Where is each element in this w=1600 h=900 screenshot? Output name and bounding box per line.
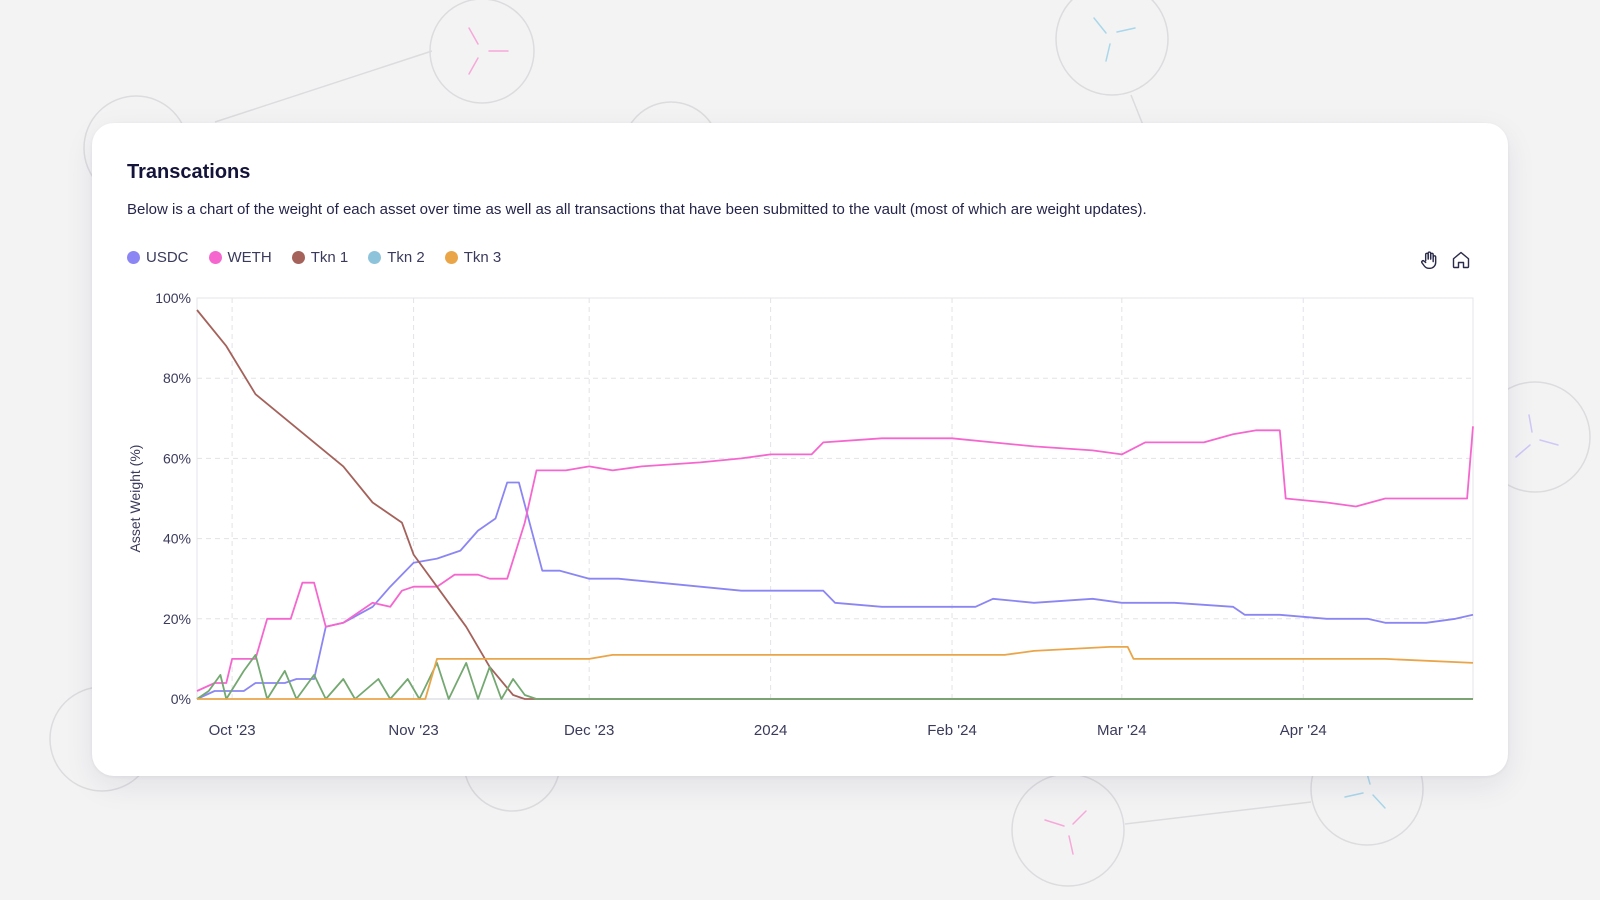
legend-dot-usdc [127, 251, 140, 264]
x-tick-label: Mar '24 [1097, 722, 1147, 739]
card-title: Transcations [127, 161, 251, 183]
series-line-tkn2 [196, 654, 1473, 700]
x-tick-label: Apr '24 [1280, 722, 1327, 739]
series-line-tkn1 [196, 309, 1473, 700]
pan-button[interactable] [1416, 247, 1442, 273]
legend-label-weth: WETH [227, 249, 272, 266]
legend-label-tkn1: Tkn 1 [310, 249, 349, 266]
y-tick-label: 0% [171, 691, 191, 707]
reset-zoom-button[interactable] [1448, 247, 1474, 273]
transactions-card: Transcations Below is a chart of the wei… [92, 123, 1508, 776]
network-link [1124, 801, 1312, 825]
network-link [214, 50, 433, 123]
legend-label-usdc: USDC [146, 249, 189, 266]
legend-label-tkn3: Tkn 3 [463, 249, 502, 266]
legend-dot-weth [208, 251, 222, 264]
series-line-tkn3 [197, 646, 1474, 700]
y-tick-label: 80% [163, 370, 191, 386]
network-node [1055, 0, 1169, 96]
pan-hand-icon [1421, 251, 1437, 270]
y-tick-label: 20% [163, 611, 191, 627]
legend-item-tkn1[interactable]: Tkn 1 [291, 249, 349, 266]
y-axis-title: Asset Weight (%) [127, 445, 143, 553]
series-line-weth [196, 426, 1474, 692]
chart-legend: USDC WETH Tkn 1 Tkn 2 Tkn 3 [127, 249, 521, 266]
legend-item-usdc[interactable]: USDC [127, 249, 189, 266]
x-tick-label: Dec '23 [564, 722, 614, 739]
legend-dot-tkn3 [444, 251, 458, 264]
node-glyph-icon [1093, 17, 1136, 62]
x-tick-label: Oct '23 [209, 722, 256, 739]
plot-area-frame [196, 297, 1474, 700]
y-tick-label: 100% [155, 290, 191, 306]
chart-toolbar [1410, 247, 1474, 273]
x-tick-label: Feb '24 [927, 722, 977, 739]
legend-item-tkn2[interactable]: Tkn 2 [368, 249, 425, 266]
y-tick-label: 40% [163, 531, 191, 547]
network-link [1130, 94, 1144, 126]
home-icon [1452, 251, 1470, 269]
network-node [429, 0, 535, 104]
legend-dot-tkn1 [291, 251, 305, 264]
series-line-usdc [196, 481, 1474, 700]
x-tick-label: Nov '23 [388, 722, 438, 739]
legend-label-tkn2: Tkn 2 [387, 249, 425, 266]
legend-dot-tkn2 [368, 251, 382, 264]
node-glyph-icon [1515, 414, 1559, 458]
network-node [1011, 773, 1125, 887]
x-tick-label: 2024 [754, 722, 787, 739]
node-glyph-icon [468, 27, 509, 75]
legend-item-tkn3[interactable]: Tkn 3 [444, 249, 502, 266]
card-description: Below is a chart of the weight of each a… [127, 201, 1147, 218]
y-tick-label: 60% [163, 450, 191, 466]
node-glyph-icon [1044, 810, 1087, 855]
legend-item-weth[interactable]: WETH [208, 249, 272, 266]
asset-weight-chart[interactable]: 0% 20% 40% 60% 80% 100% Oct '23 Nov '23 Dec '23 2… [92, 123, 1508, 776]
